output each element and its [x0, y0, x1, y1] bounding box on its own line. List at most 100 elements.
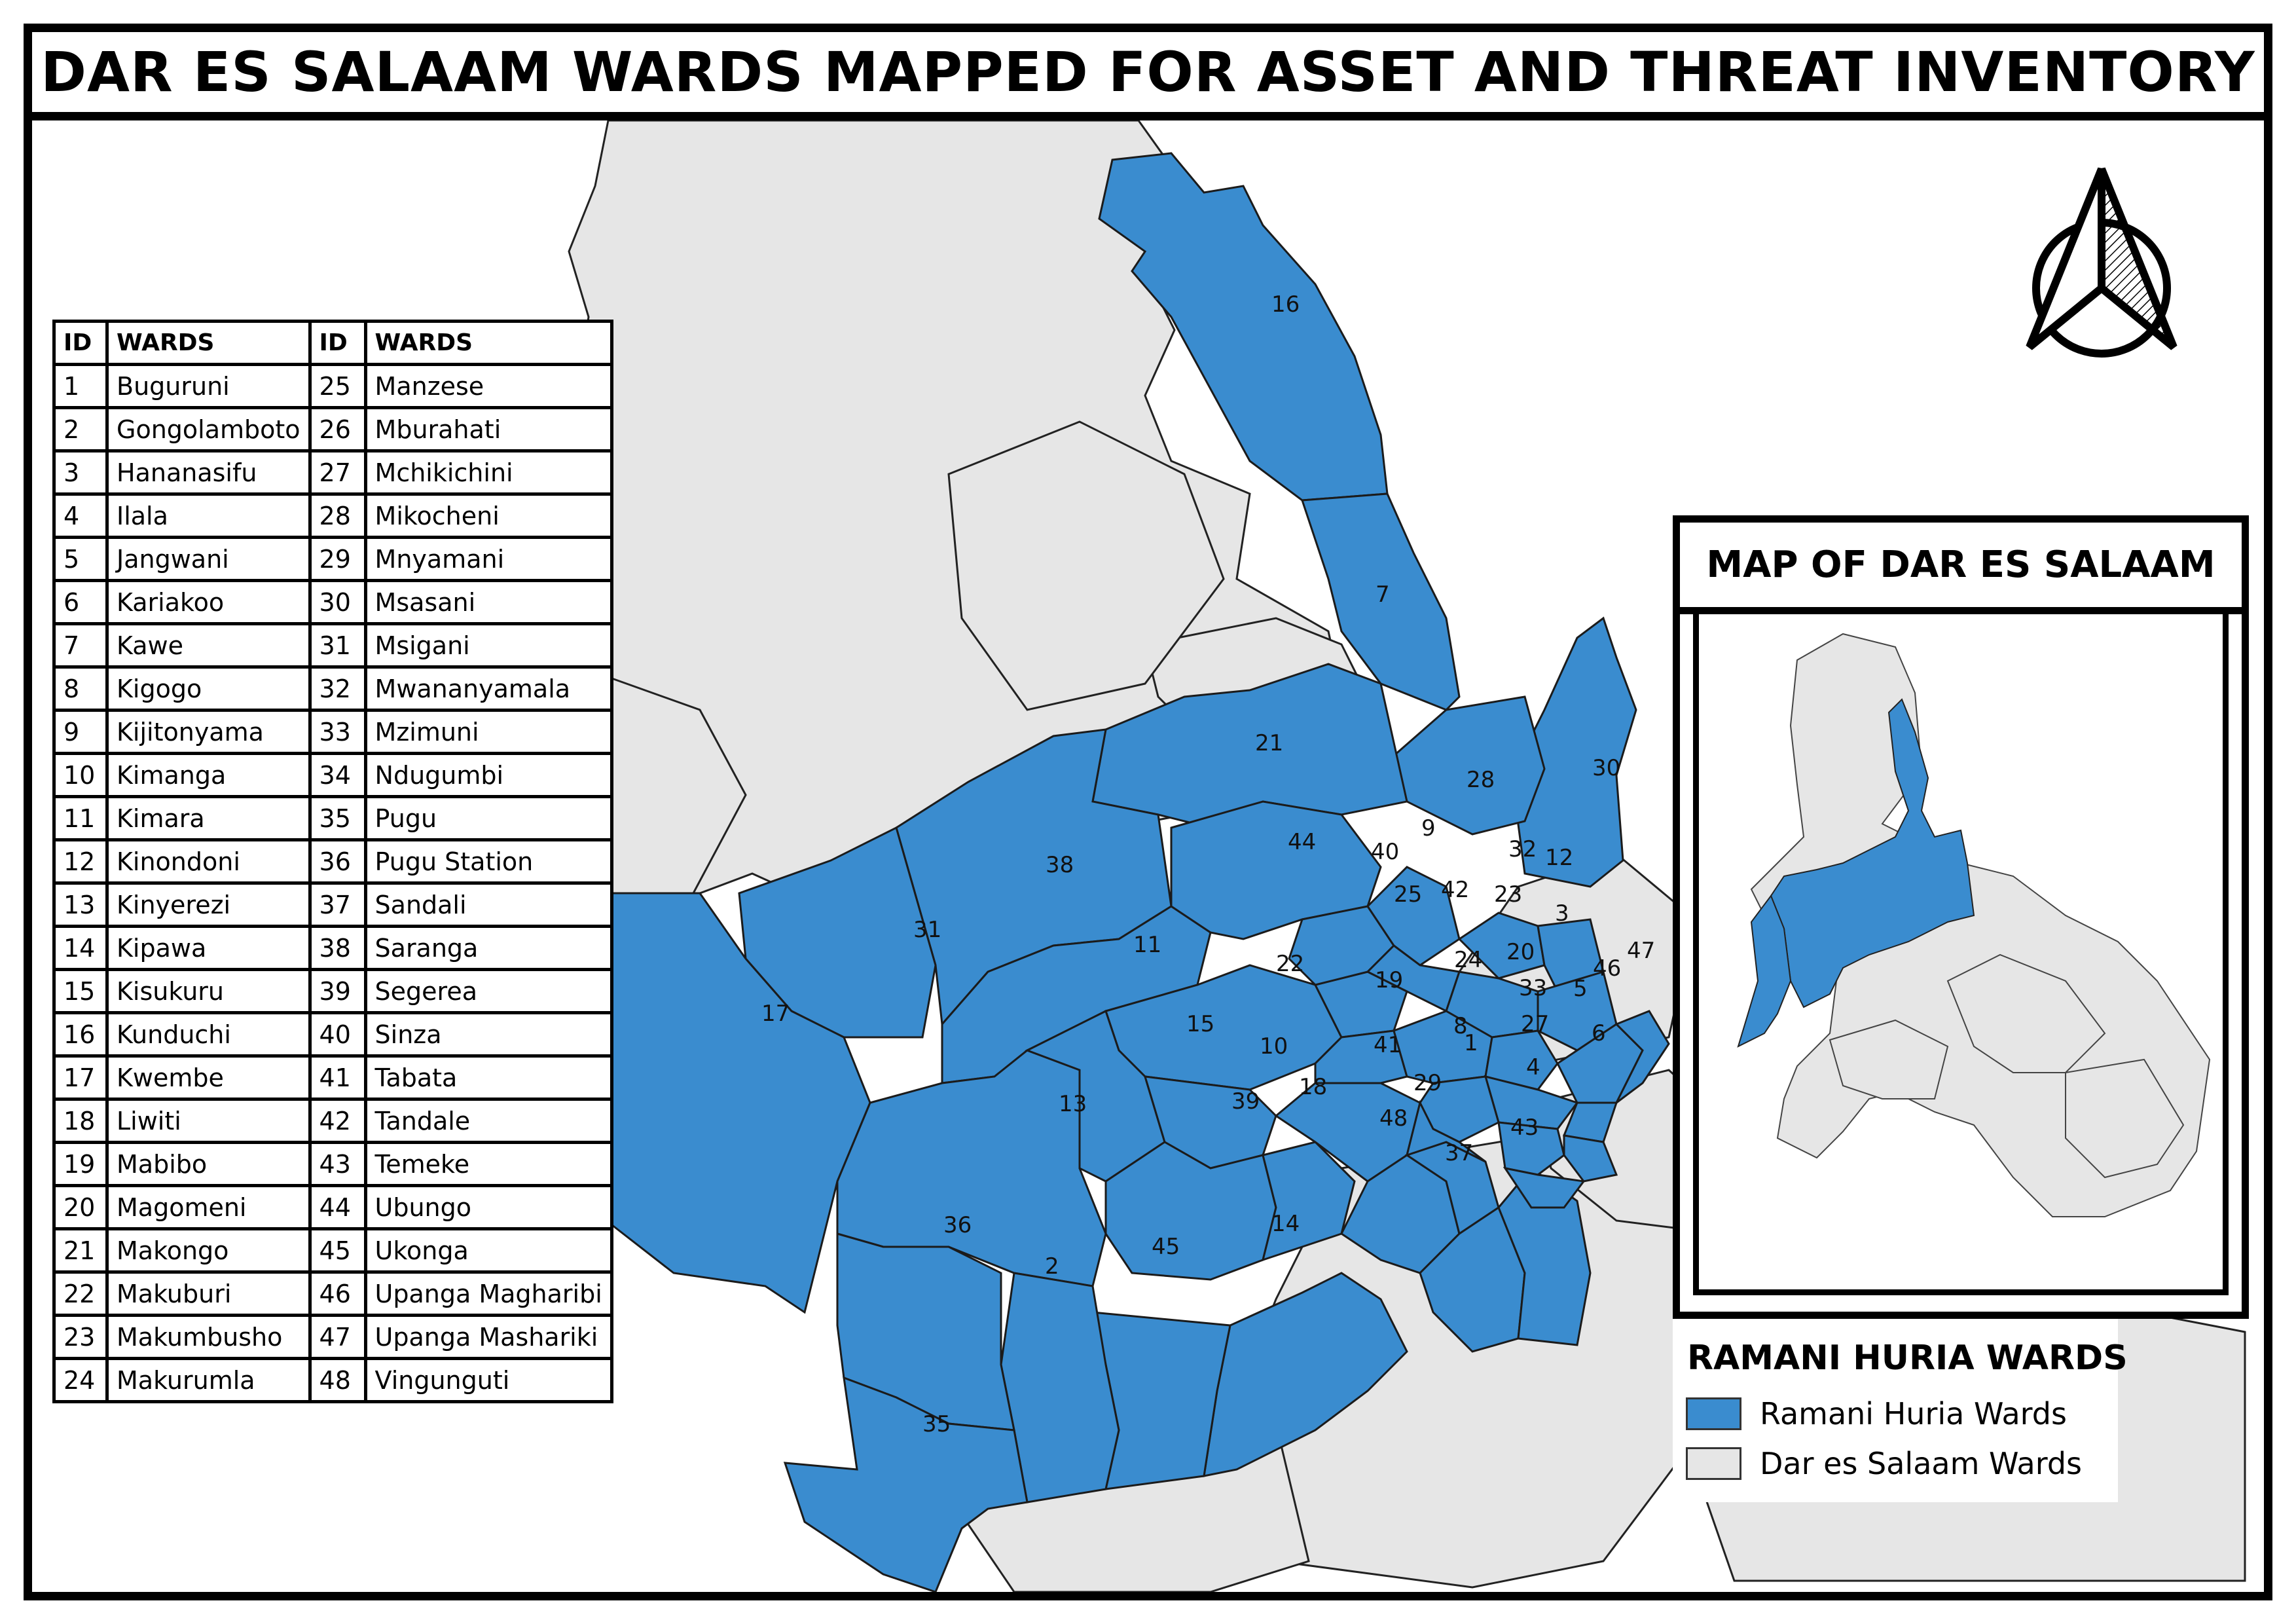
ward-label-28: 28 [1467, 767, 1495, 793]
ward-label-46: 46 [1593, 955, 1621, 982]
inset-map-svg [1737, 633, 2211, 1217]
ward-id-cell: 31 [308, 622, 367, 669]
ward-polygon-47 [1614, 1010, 1670, 1104]
ward-polygon-6 [1563, 1134, 1618, 1183]
ward-id-cell: 5 [52, 536, 109, 582]
inset-ward-polygon-grey [1829, 1019, 1949, 1099]
ward-polygon-grey [947, 420, 1225, 711]
ward-id-cell: 9 [52, 709, 109, 755]
table-row: 14 Kipawa 38 Saranga [52, 925, 613, 971]
table-header-id: ID [52, 320, 109, 366]
ward-label-25: 25 [1394, 881, 1422, 908]
ward-id-cell: 35 [308, 795, 367, 841]
ward-name-cell: Pugu [363, 795, 613, 841]
ward-id-cell: 12 [52, 838, 109, 885]
ward-id-cell: 40 [308, 1011, 367, 1058]
ward-name-cell: Temeke [363, 1141, 613, 1187]
ward-name-cell: Buguruni [105, 363, 312, 409]
ward-name-cell: Makurumla [105, 1357, 312, 1403]
inset-map: MAP OF DAR ES SALAAM [1673, 515, 2249, 1319]
ward-label-18: 18 [1299, 1074, 1327, 1100]
title-bar: DAR ES SALAAM WARDS MAPPED FOR ASSET AND… [24, 24, 2272, 120]
ward-name-cell: Upanga Mashariki [363, 1314, 613, 1360]
table-row: 19 Mabibo 43 Temeke [52, 1141, 613, 1187]
ward-id-cell: 27 [308, 449, 367, 496]
ward-name-cell: Pugu Station [363, 838, 613, 885]
ward-label-39: 39 [1231, 1088, 1260, 1115]
inset-title: MAP OF DAR ES SALAAM [1680, 523, 2242, 614]
inset-ward-polygon-grey [2065, 1058, 2185, 1179]
ward-id-cell: 13 [52, 881, 109, 928]
ward-name-cell: Gongolamboto [105, 406, 312, 452]
north-arrow-icon [2016, 164, 2187, 360]
ward-id-cell: 26 [308, 406, 367, 452]
ward-label-41: 41 [1374, 1032, 1402, 1058]
ward-label-22: 22 [1276, 951, 1304, 977]
ward-label-1: 1 [1464, 1030, 1478, 1056]
ward-label-3: 3 [1555, 900, 1569, 927]
ward-label-23: 23 [1494, 881, 1522, 908]
ward-id-cell: 43 [308, 1141, 367, 1187]
ward-name-cell: Tabata [363, 1054, 613, 1101]
ward-name-cell: Kigogo [105, 665, 312, 712]
ward-name-cell: Sandali [363, 881, 613, 928]
ward-name-cell: Mikocheni [363, 492, 613, 539]
ward-label-32: 32 [1508, 836, 1537, 862]
inset-ward-polygon-ramani [1737, 894, 1792, 1048]
ward-id-cell: 28 [308, 492, 367, 539]
ward-name-cell: Kariakoo [105, 579, 312, 625]
inset-other-wards [1750, 633, 2211, 1217]
ward-name-cell: Magomeni [105, 1184, 312, 1230]
ward-name-cell: Ndugumbi [363, 752, 613, 798]
table-row: 6 Kariakoo 30 Msasani [52, 579, 613, 625]
ward-id-cell: 7 [52, 622, 109, 669]
ward-polygon-18 [1261, 1141, 1356, 1262]
ward-label-4: 4 [1526, 1054, 1540, 1080]
ward-id-cell: 14 [52, 925, 109, 971]
table-row: 7 Kawe 31 Msigani [52, 622, 613, 669]
table-header-id: ID [308, 320, 367, 366]
ward-label-43: 43 [1510, 1115, 1539, 1141]
ward-name-cell: Vingunguti [363, 1357, 613, 1403]
ward-polygon-16 [1098, 152, 1389, 502]
ward-label-42: 42 [1441, 877, 1469, 903]
table-row: 15 Kisukuru 39 Segerea [52, 968, 613, 1014]
ward-name-cell: Ukonga [363, 1227, 613, 1274]
table-row: 11 Kimara 35 Pugu [52, 795, 613, 841]
ward-name-cell: Kwembe [105, 1054, 312, 1101]
ward-id-cell: 42 [308, 1098, 367, 1144]
ward-name-cell: Kimanga [105, 752, 312, 798]
table-row: 12 Kinondoni 36 Pugu Station [52, 838, 613, 885]
ward-label-10: 10 [1260, 1033, 1288, 1060]
table-row: 5 Jangwani 29 Mnyamani [52, 536, 613, 582]
ward-id-cell: 10 [52, 752, 109, 798]
ward-label-35: 35 [922, 1411, 951, 1437]
table-row: 21 Makongo 45 Ukonga [52, 1227, 613, 1274]
inset-map-box [1693, 614, 2229, 1295]
ward-id-cell: 15 [52, 968, 109, 1014]
ward-label-8: 8 [1453, 1013, 1468, 1039]
legend-swatch-ramani [1686, 1397, 1741, 1430]
inset-ward-polygon-ramani [1770, 698, 1975, 1008]
ward-label-9: 9 [1421, 815, 1436, 841]
table-row: 20 Magomeni 44 Ubungo [52, 1184, 613, 1230]
ward-name-cell: Kinondoni [105, 838, 312, 885]
legend-item-ramani: Ramani Huria Wards [1686, 1396, 2067, 1431]
ward-label-38: 38 [1046, 852, 1074, 878]
ward-polygon-27 [1497, 1121, 1565, 1176]
legend: RAMANI HURIA WARDS Ramani Huria Wards Da… [1673, 1319, 2128, 1502]
ward-label-27: 27 [1521, 1011, 1549, 1037]
ward-name-cell: Kipawa [105, 925, 312, 971]
ward-id-cell: 25 [308, 363, 367, 409]
ward-id-cell: 16 [52, 1011, 109, 1058]
ward-label-12: 12 [1545, 845, 1573, 871]
table-row: 17 Kwembe 41 Tabata [52, 1054, 613, 1101]
table-row: 3 Hananasifu 27 Mchikichini [52, 449, 613, 496]
ward-id-cell: 48 [308, 1357, 367, 1403]
ward-name-cell: Upanga Magharibi [363, 1270, 613, 1317]
ward-polygon-7 [1300, 492, 1461, 711]
ward-id-cell: 11 [52, 795, 109, 841]
ward-name-cell: Jangwani [105, 536, 312, 582]
ward-label-24: 24 [1454, 947, 1482, 973]
ward-name-cell: Mabibo [105, 1141, 312, 1187]
